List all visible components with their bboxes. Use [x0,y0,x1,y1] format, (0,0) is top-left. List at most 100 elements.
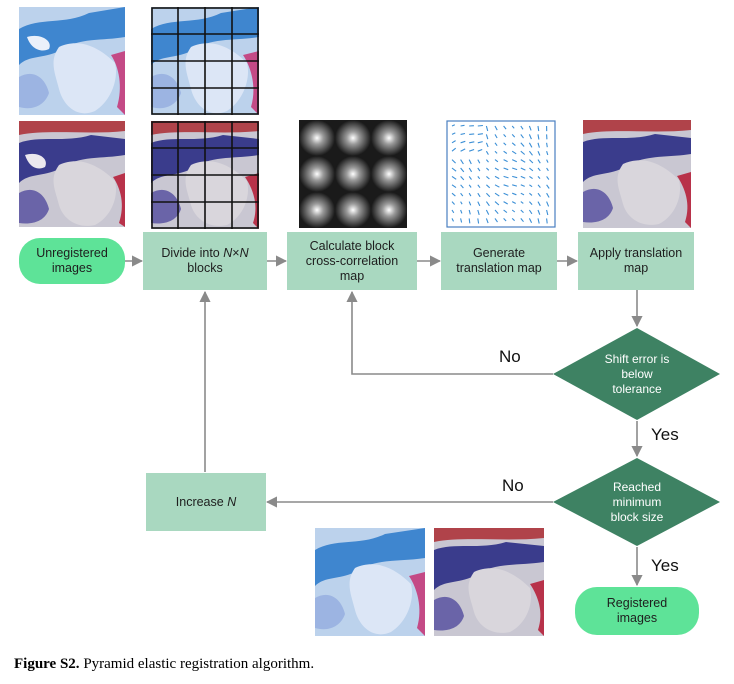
vector-arrow [451,124,456,127]
vector-arrow [529,184,533,188]
vector-field-image [446,120,556,228]
vector-arrow [451,159,456,164]
he-purple-image [434,528,544,636]
node-label: Apply translation [589,246,683,260]
vector-arrow [520,125,524,130]
vector-arrow [485,209,490,215]
node-divide-blocks: Divide into N×N blocks [143,232,267,290]
vector-arrow [520,167,526,171]
vector-arrow [485,125,489,132]
vector-arrow [503,167,509,171]
vector-arrow [460,148,466,152]
node-label: below [621,366,653,381]
vector-arrow [468,176,472,180]
vector-arrow [469,148,475,152]
thumb-fixed-grid [151,121,259,229]
vector-arrow [477,192,481,198]
figure-caption: Figure S2. Pyramid elastic registration … [14,656,314,673]
vector-arrow [537,125,540,132]
vector-arrow [546,218,548,224]
vector-arrow [460,132,466,135]
vector-arrow [529,159,534,164]
vector-arrow [485,159,489,163]
vector-arrow [494,134,498,139]
he-purple-grid-image [151,121,259,229]
node-label: Shift error is [604,351,670,366]
vector-arrow [494,209,499,215]
label-part: Increase [175,494,228,509]
vector-arrow [512,167,518,171]
vector-arrow [546,192,550,198]
thumb-moving-image [19,7,125,115]
vector-arrow [451,218,454,222]
vector-arrow [494,142,498,147]
edge-label-no-shift: No [499,347,521,366]
he-blue-grid-image [151,7,259,115]
vector-arrow [537,192,541,197]
label-part: N [239,246,249,260]
vector-arrow [477,159,481,164]
vector-arrow [503,218,507,222]
vector-arrow [511,142,516,147]
node-label: blocks [187,261,223,275]
vector-arrow [485,134,489,140]
vector-arrow [486,175,490,180]
vector-arrow [486,184,491,189]
vector-arrow [528,209,533,215]
node-label: map [339,268,365,283]
vector-arrow [486,167,490,171]
vector-arrow [512,192,517,196]
vector-arrow [520,192,525,196]
node-label: Increase N [176,495,236,510]
vector-arrow [511,209,516,213]
vector-arrow [451,167,457,172]
vector-arrow [469,141,475,144]
vector-arrow [529,192,533,196]
vector-arrow [485,218,489,224]
node-label: translation map [456,261,542,275]
he-purple-image [19,121,125,227]
vector-arrow [503,209,508,214]
node-label: Reached [612,479,662,494]
edge-shift-no-calc [346,290,553,375]
vector-arrow [503,192,509,196]
vector-arrow [546,167,549,172]
vector-arrow [546,142,548,148]
vector-arrow [494,125,498,131]
label-part: N [223,246,233,260]
vector-arrow [477,209,480,216]
vector-arrow [460,209,463,214]
caption-text: Pyramid elastic registration algorithm. [79,656,315,672]
label-part: × [232,246,240,260]
vector-arrow [468,184,472,188]
he-purple-image [583,120,691,228]
label-part: Divide into [161,246,224,260]
node-reached-minimum-decision: Reached minimum block size [577,472,697,532]
vector-arrow [451,209,455,214]
thumb-registered-fixed [583,120,691,228]
caption-label: Figure S2. [14,656,80,672]
vector-arrow [503,125,507,130]
vector-arrow [468,192,472,197]
vector-arrow [546,209,549,216]
vector-arrow [511,134,516,138]
vector-arrow [546,151,549,156]
vector-arrow [520,134,524,139]
vector-arrow [511,150,517,155]
vector-arrow [528,142,533,148]
vector-arrow [494,167,499,171]
vector-arrow [468,167,473,173]
vector-arrow [468,159,472,165]
vector-arrow [520,201,524,204]
vector-arrow [537,201,541,207]
he-blue-image [19,7,125,115]
node-label: Calculate block [309,238,395,253]
vector-arrow [520,175,526,179]
vector-arrow [512,184,518,187]
node-shift-error-decision: Shift error is below tolerance [577,344,697,404]
vector-arrow [537,134,540,140]
vector-arrow [460,201,463,205]
vector-arrow [546,159,549,163]
